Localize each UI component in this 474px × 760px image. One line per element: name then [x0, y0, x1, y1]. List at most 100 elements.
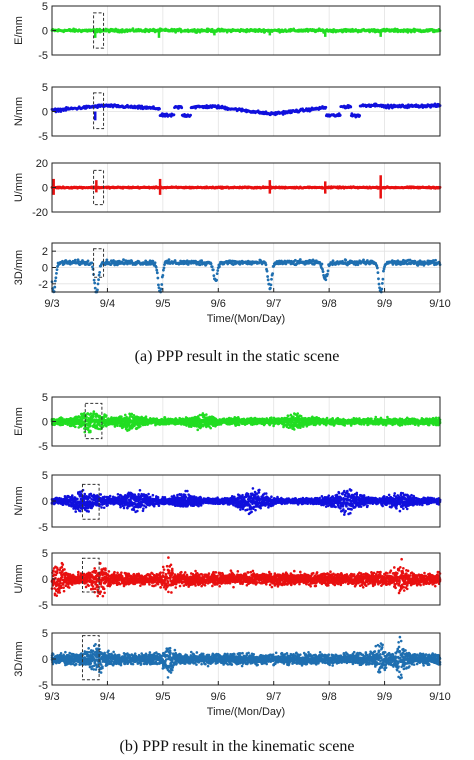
data-point	[83, 411, 86, 415]
data-point	[265, 269, 269, 273]
y-axis-label: 3D/mm	[13, 250, 25, 285]
data-point	[205, 413, 208, 416]
data-point	[54, 276, 58, 280]
data-point	[270, 277, 273, 281]
data-point	[215, 272, 219, 276]
data-point	[98, 270, 102, 274]
data-point	[377, 277, 380, 281]
data-point	[156, 276, 160, 280]
data-point	[157, 283, 160, 287]
data-point	[160, 283, 164, 286]
data-point	[292, 428, 296, 431]
data-point	[382, 269, 385, 273]
y-tick-label: -5	[38, 50, 48, 62]
data-point	[299, 426, 302, 430]
data-point	[321, 270, 325, 274]
y-axis-label: E/mm	[13, 16, 25, 45]
data-point	[320, 262, 324, 266]
data-point	[377, 282, 381, 286]
data-point	[376, 271, 380, 274]
data-point	[286, 414, 290, 418]
data-point	[216, 269, 220, 272]
data-point	[298, 258, 302, 261]
data-point	[53, 285, 57, 289]
data-point	[212, 274, 216, 278]
data-point	[358, 114, 362, 117]
data-point	[120, 415, 123, 418]
y-tick-label: -5	[38, 131, 48, 143]
data-point	[321, 267, 324, 271]
data-point	[158, 107, 161, 111]
data-point	[92, 278, 96, 282]
data-point	[196, 428, 200, 432]
data-point	[153, 261, 157, 265]
x-tick-label: 9/6	[211, 298, 226, 310]
data-point	[237, 423, 241, 427]
x-tick-label: 9/9	[377, 298, 392, 310]
data-point	[331, 417, 334, 420]
data-point	[338, 113, 342, 117]
highlight-box	[93, 92, 105, 130]
y-tick-label: 20	[36, 158, 48, 170]
y-tick-label: 5	[42, 82, 48, 94]
data-point	[264, 263, 268, 267]
data-point	[89, 430, 92, 434]
data-point	[185, 424, 188, 427]
data-point	[325, 416, 329, 420]
data-point	[172, 113, 176, 117]
data-point	[269, 283, 273, 287]
series-E/mm	[50, 410, 442, 434]
data-point	[55, 272, 58, 275]
data-point	[271, 272, 275, 276]
data-point	[159, 287, 163, 291]
data-point	[326, 272, 329, 276]
data-point	[380, 287, 384, 291]
data-point	[97, 278, 100, 282]
data-point	[86, 259, 90, 263]
data-point	[155, 271, 159, 275]
series-E/mm	[50, 27, 442, 38]
data-point	[326, 269, 330, 273]
data-point	[324, 278, 328, 282]
data-point	[381, 277, 385, 281]
x-tick-label: 9/5	[155, 298, 170, 310]
data-point	[292, 415, 295, 419]
data-point	[90, 261, 94, 265]
data-point	[161, 273, 165, 277]
data-point	[93, 286, 97, 290]
data-point	[349, 105, 353, 109]
data-point	[324, 105, 328, 109]
data-point	[266, 278, 270, 282]
data-point	[91, 265, 94, 269]
x-tick-label: 9/3	[44, 298, 59, 310]
x-tick-label: 9/7	[266, 298, 281, 310]
data-point	[89, 412, 93, 415]
data-point	[217, 265, 221, 269]
x-tick-label: 9/4	[100, 298, 115, 310]
data-point	[154, 265, 158, 269]
data-point	[73, 258, 77, 262]
data-point	[375, 266, 379, 270]
data-point	[144, 415, 148, 418]
data-point	[210, 265, 214, 269]
data-point	[344, 258, 348, 262]
y-tick-label: 0	[42, 263, 48, 275]
data-point	[167, 258, 171, 262]
data-point	[96, 288, 99, 292]
data-point	[189, 113, 192, 117]
data-point	[299, 414, 303, 418]
x-tick-label: 9/8	[321, 298, 336, 310]
data-point	[155, 268, 159, 272]
data-point	[92, 410, 96, 413]
y-tick-label: -20	[32, 207, 48, 219]
data-point	[268, 286, 272, 290]
data-point	[180, 106, 184, 110]
data-point	[97, 273, 101, 277]
y-tick-label: 0	[42, 107, 48, 119]
data-point	[266, 275, 270, 278]
x-axis-label: Time/(Mon/Day)	[207, 313, 285, 325]
